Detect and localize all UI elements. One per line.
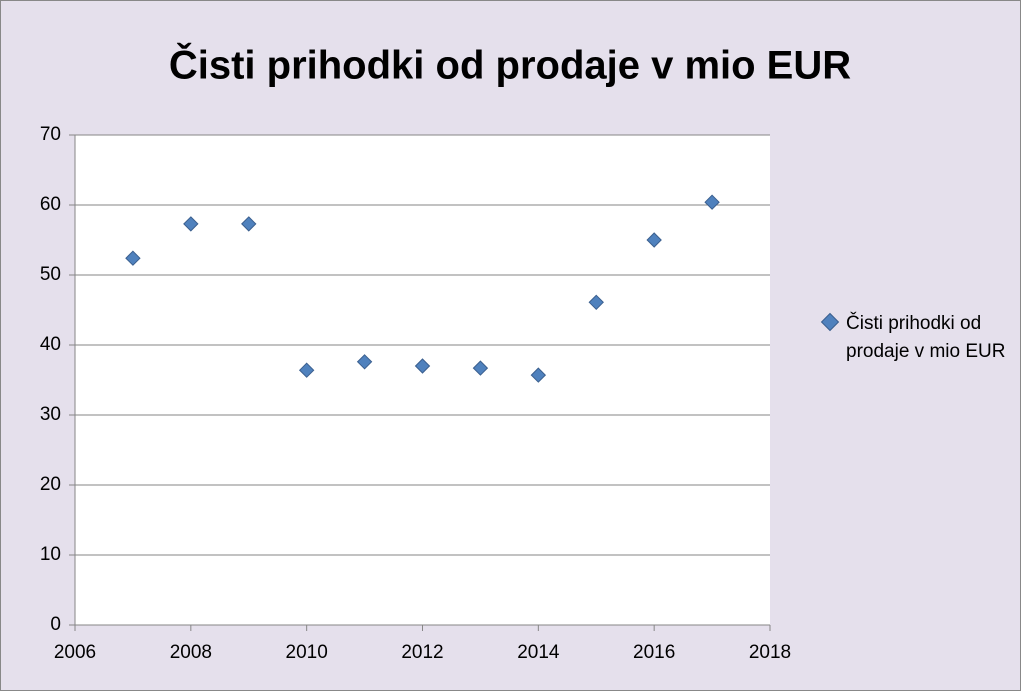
x-tick-label: 2006 [54,642,96,663]
data-point [356,354,373,370]
y-tick-label: 20 [40,474,61,495]
plot-area [75,135,770,625]
data-point [414,358,431,374]
data-point [125,250,141,266]
legend-label: Čisti prihodki od prodaje v mio EUR [846,313,1006,362]
x-tick-label: 2012 [401,642,443,663]
y-tick-label: 50 [40,264,61,285]
x-tick-label: 2014 [517,642,560,663]
y-tick-label: 60 [40,194,61,215]
chart-title: Čisti prihodki od prodaje v mio EUR [169,42,851,88]
data-point [588,294,604,311]
y-tick-label: 70 [40,124,61,145]
y-tick-label: 10 [40,544,61,565]
data-point [298,362,315,378]
data-point [530,367,547,383]
x-tick-label: 2018 [749,642,791,663]
x-tick-label: 2010 [286,642,328,663]
x-tick-label: 2008 [170,642,212,663]
data-point [704,194,720,210]
data-point [472,360,489,376]
y-tick-label: 0 [50,614,61,635]
y-tick-label: 40 [40,334,61,355]
data-point [241,216,257,232]
x-tick-label: 2016 [633,642,675,663]
y-tick-label: 30 [40,404,61,425]
data-point [183,216,199,232]
legend-marker [820,312,840,332]
data-point [646,232,662,248]
